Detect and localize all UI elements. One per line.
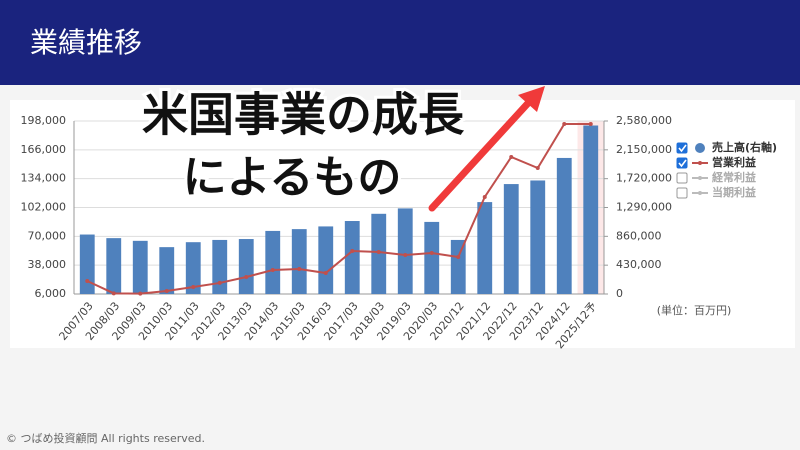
y2-tick-label: 0 — [616, 287, 623, 300]
bar — [159, 247, 175, 294]
annotation: によるもの — [183, 152, 402, 203]
y2-tick-label: 2,150,000 — [616, 143, 672, 156]
checkmark — [678, 159, 687, 168]
y-tick-label: 38,000 — [28, 258, 67, 271]
line-point — [482, 194, 487, 199]
legend-label: 当期利益 — [712, 185, 756, 199]
line — [86, 123, 591, 295]
bar — [238, 239, 254, 294]
line-point — [403, 252, 408, 257]
y2-tick-label: 860,000 — [616, 229, 662, 242]
legend-label: 売上高(右軸) — [712, 140, 777, 154]
legend-checkbox — [676, 172, 688, 184]
line-point — [270, 267, 275, 272]
line-point — [85, 278, 90, 283]
line-point — [588, 122, 593, 127]
y-tick-label: 166,000 — [21, 143, 67, 156]
arrow — [428, 97, 534, 212]
line-point — [376, 250, 381, 255]
line-point — [244, 274, 249, 279]
y-tick-label: 198,000 — [21, 114, 67, 127]
bar — [344, 221, 360, 294]
y2-tick-label: 430,000 — [616, 258, 662, 271]
line-point — [350, 249, 355, 254]
y2-tick-label: 1,290,000 — [616, 201, 672, 214]
bar — [424, 221, 440, 294]
legend-checkbox — [676, 157, 688, 169]
legend-label: 営業利益 — [712, 155, 756, 169]
bar — [477, 202, 493, 294]
bar — [397, 208, 413, 294]
line-point — [535, 166, 540, 171]
legend-checkbox — [676, 142, 688, 154]
legend-label: 経常利益 — [712, 170, 756, 184]
header-title: 業績推移 — [30, 26, 142, 59]
y2-tick-label: 1,720,000 — [616, 172, 672, 185]
line-point — [509, 155, 514, 160]
y-tick-label: 6,000 — [35, 287, 67, 300]
legend-marker — [698, 191, 702, 195]
y-tick-label: 70,000 — [28, 229, 67, 242]
unit-label: (単位：百万円) — [657, 303, 732, 317]
line-point — [429, 251, 434, 256]
line-point — [138, 291, 143, 296]
line-point — [323, 271, 328, 276]
bar — [79, 234, 95, 294]
bar — [556, 157, 572, 294]
footer: © つばめ投資顧問 All rights reserved. — [6, 431, 205, 445]
line-point — [562, 122, 567, 127]
line-point — [191, 284, 196, 289]
bar — [212, 239, 228, 294]
y-tick-label: 134,000 — [21, 172, 67, 185]
y-tick-label: 102,000 — [21, 201, 67, 214]
bar — [318, 226, 334, 294]
line-point — [111, 291, 116, 296]
header-bar — [0, 0, 800, 85]
bar — [265, 230, 281, 294]
bar — [530, 180, 546, 294]
bar — [583, 125, 599, 294]
annotation: 米国事業の成長 — [142, 88, 465, 142]
line-point — [297, 266, 302, 271]
y2-tick-label: 2,580,000 — [616, 114, 672, 127]
bar — [291, 229, 307, 294]
bar — [132, 240, 148, 294]
bar — [503, 184, 519, 294]
checkmark — [678, 144, 687, 153]
legend-marker — [698, 161, 702, 165]
line-point — [164, 288, 169, 293]
bar — [106, 238, 122, 294]
legend-checkbox — [676, 187, 688, 199]
bar — [185, 242, 201, 294]
bar — [450, 239, 466, 294]
line-point — [456, 254, 461, 259]
legend-marker — [695, 143, 705, 153]
legend-marker — [698, 176, 702, 180]
arrow-head — [518, 86, 545, 112]
line-point — [217, 280, 222, 285]
